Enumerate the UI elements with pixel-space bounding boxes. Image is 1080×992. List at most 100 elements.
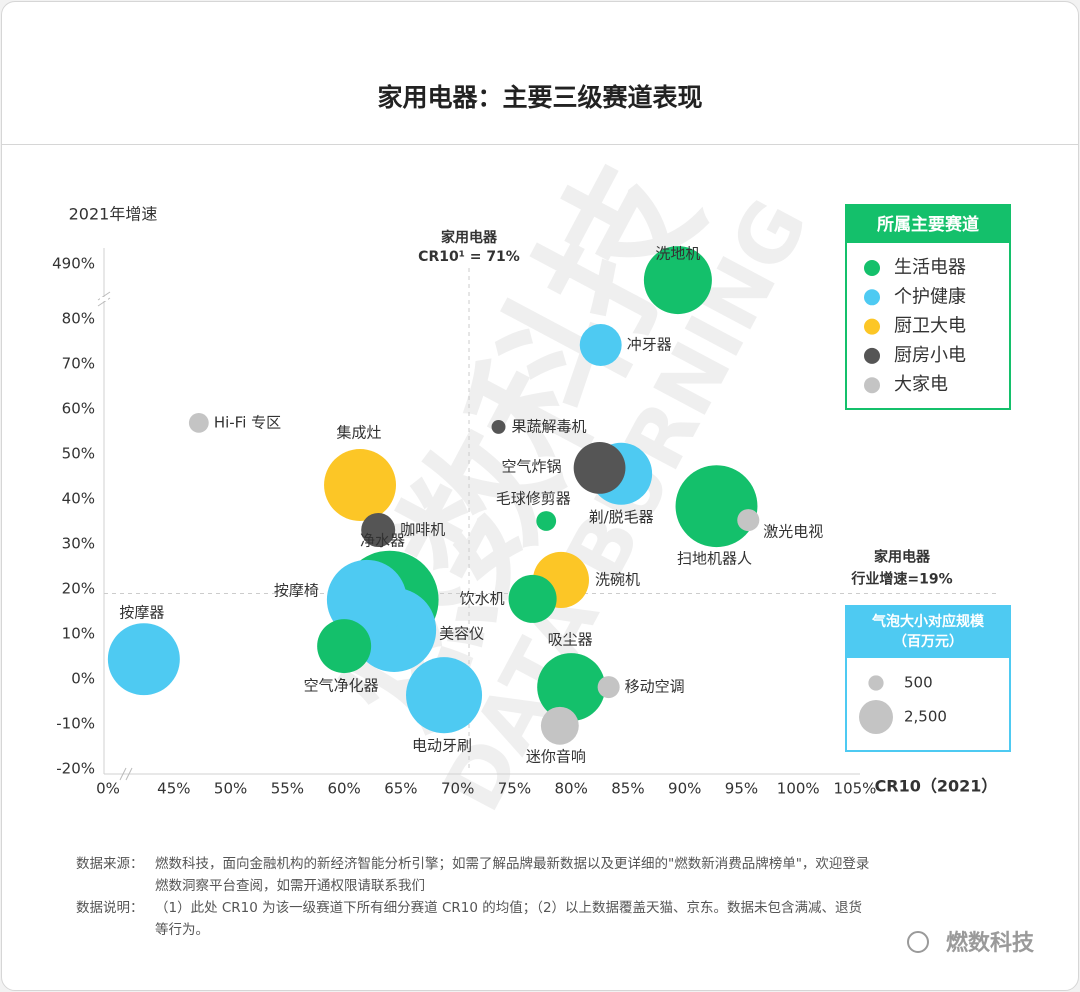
bubble-label: 剃/脱毛器	[589, 508, 654, 526]
x-tick-label: 0%	[96, 780, 120, 798]
x-tick-label: 70%	[441, 780, 474, 798]
x-tick-label: 55%	[271, 780, 304, 798]
bubble-label: 空气净化器	[304, 677, 379, 695]
legend-swatch	[864, 289, 880, 306]
axis-break	[119, 767, 133, 781]
y-tick-label: 50%	[62, 444, 95, 462]
y-tick-label: 40%	[62, 489, 95, 507]
x-tick-label: 85%	[611, 780, 644, 798]
bubble	[361, 513, 396, 548]
reference-label: CR10¹ = 71%	[418, 249, 520, 265]
y-tick-label: 20%	[62, 579, 95, 597]
y-tick-label: 60%	[62, 399, 95, 417]
size-legend-header	[846, 606, 1010, 658]
x-axis-title: CR10（2021）	[875, 777, 998, 796]
reference-label: 家用电器	[874, 548, 931, 565]
y-tick-label: 30%	[62, 534, 95, 552]
legend-label: 厨房小电	[894, 345, 966, 366]
bubble-label: 果蔬解毒机	[512, 417, 587, 435]
y-tick-label: 0%	[71, 669, 95, 687]
x-tick-label: 100%	[777, 780, 820, 798]
bubble-label: 集成灶	[337, 423, 382, 441]
bubble-label: 扫地机器人	[677, 550, 752, 568]
size-legend-bubble	[859, 700, 893, 734]
note-text: 燃数洞察平台查阅，如需开通权限请联系我们	[155, 878, 425, 894]
bubble-label: 洗碗机	[595, 570, 640, 588]
size-legend-label: 500	[904, 674, 933, 692]
x-tick-label: 65%	[384, 780, 417, 798]
bubble	[188, 412, 209, 433]
legend-label: 大家电	[894, 374, 948, 395]
bubble	[317, 619, 372, 674]
legend-swatch	[864, 347, 880, 364]
bubble-label: 冲牙器	[627, 336, 672, 354]
bubble-label: 按摩椅	[274, 581, 319, 599]
x-tick-label: 75%	[498, 780, 531, 798]
y-axis-title: 2021年增速	[69, 205, 158, 224]
x-tick-label: 95%	[725, 780, 758, 798]
legend-label: 生活电器	[894, 257, 966, 278]
x-tick-label: 80%	[555, 780, 588, 798]
x-tick-label: 50%	[214, 780, 247, 798]
x-tick-label: 45%	[157, 780, 190, 798]
size-legend-bubble	[868, 675, 884, 691]
size-legend-label: 2,500	[904, 708, 947, 726]
bubble	[643, 246, 712, 315]
bubble-label: 吸尘器	[548, 631, 593, 649]
bubble-label: 空气炸锅	[502, 457, 562, 475]
bubble-label: 电动牙刷	[412, 737, 472, 755]
x-tick-label: 105%	[834, 780, 877, 798]
reference-label: 家用电器	[441, 229, 498, 246]
bubble	[508, 574, 557, 623]
size-legend-title: 气泡大小对应规模	[871, 613, 985, 630]
bubble	[573, 441, 626, 494]
legend-title: 所属主要赛道	[877, 214, 979, 235]
bubble-label: 按摩器	[119, 604, 164, 622]
bubble-label: 洗地机	[655, 245, 700, 263]
legend-swatch	[864, 260, 880, 276]
y-tick-label: 10%	[62, 624, 95, 642]
x-tick-label: 60%	[327, 780, 360, 798]
y-tick-label: 490%	[52, 255, 95, 273]
bubble-label: 咖啡机	[400, 521, 445, 539]
y-tick-label: -20%	[56, 760, 95, 778]
bubble-label: 激光电视	[763, 523, 823, 541]
bubble-label: 毛球修剪器	[496, 490, 571, 508]
bubble-label: 迷你音响	[526, 747, 586, 765]
legend-label: 个护健康	[894, 286, 966, 307]
note-text: 数据来源：	[76, 856, 144, 872]
x-tick-label: 90%	[668, 780, 701, 798]
size-legend-title: （百万元）	[893, 634, 963, 650]
page-title: 家用电器：主要三级赛道表现	[2, 2, 1078, 145]
bubble	[491, 419, 506, 434]
legend-header	[846, 205, 1010, 243]
bubble	[406, 657, 483, 734]
bubble	[675, 465, 758, 548]
bubble	[107, 623, 180, 696]
note-text: 燃数科技，面向金融机构的新经济智能分析引擎；如需了解品牌最新数据以及更详细的"燃…	[155, 856, 870, 872]
y-tick-label: -10%	[56, 714, 95, 732]
note-text: 数据说明：	[76, 900, 144, 916]
legend-label: 厨卫大电	[894, 316, 966, 337]
bubble-label: 美容仪	[439, 624, 484, 642]
bubble-label: Hi-Fi 专区	[214, 413, 281, 431]
bubble	[536, 511, 557, 531]
note-text: （1）此处 CR10 为该一级赛道下所有细分赛道 CR10 的均值；（2）以上数…	[155, 900, 863, 916]
y-tick-label: 70%	[62, 354, 95, 372]
bubble	[579, 324, 622, 366]
bubble	[324, 449, 397, 521]
brand-icon	[907, 931, 929, 953]
bubble	[737, 509, 760, 532]
bubble	[537, 653, 606, 722]
reference-label: 行业增速=19%	[850, 570, 952, 587]
bubble	[540, 706, 579, 745]
legend-swatch	[864, 318, 880, 335]
brand: 燃数科技	[946, 930, 1035, 956]
legend-swatch	[864, 377, 880, 394]
bubble-label: 净水器	[360, 531, 405, 549]
y-tick-label: 80%	[62, 309, 95, 327]
bubble	[597, 676, 620, 699]
axis-break-gap	[100, 297, 108, 301]
